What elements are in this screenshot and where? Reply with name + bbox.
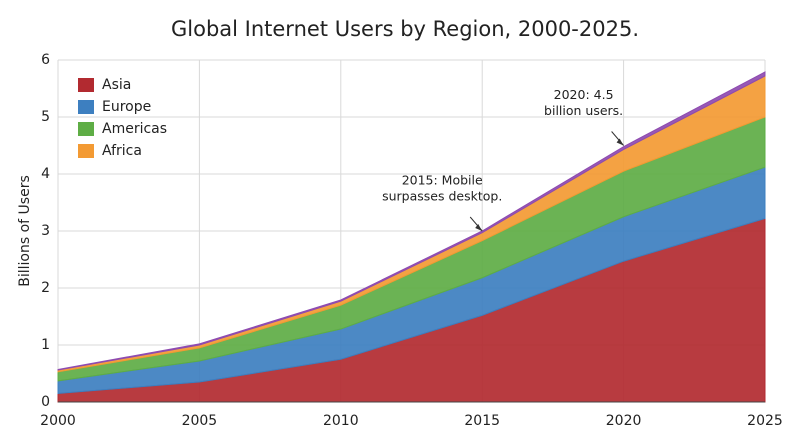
x-tick-label: 2010	[323, 413, 359, 429]
annotation: billion users.	[544, 103, 623, 118]
y-axis-label: Billions of Users	[17, 175, 33, 287]
x-tick-label: 2025	[747, 413, 783, 429]
annotation: 2015: Mobile	[402, 173, 483, 188]
y-tick-label: 4	[41, 166, 50, 182]
legend-swatch	[78, 122, 94, 136]
legend-swatch	[78, 144, 94, 158]
x-tick-label: 2020	[606, 413, 642, 429]
legend-label: Americas	[102, 121, 167, 137]
y-tick-label: 2	[41, 280, 50, 296]
y-tick-label: 1	[41, 337, 50, 353]
y-tick-label: 5	[41, 109, 50, 125]
arrow-head	[475, 224, 483, 231]
x-tick-label: 2000	[40, 413, 76, 429]
x-tick-label: 2005	[182, 413, 218, 429]
annotation: 2020: 4.5	[554, 87, 614, 102]
area	[57, 71, 766, 371]
y-tick-label: 3	[41, 223, 50, 239]
legend-label: Asia	[102, 77, 131, 93]
annotation: surpasses desktop.	[382, 189, 502, 204]
x-tick-label: 2015	[464, 413, 500, 429]
y-tick-label: 6	[41, 52, 50, 68]
legend-label: Africa	[102, 143, 142, 159]
legend-swatch	[78, 100, 94, 114]
legend-label: Europe	[102, 99, 151, 115]
chart-title: Global Internet Users by Region, 2000-20…	[171, 17, 639, 41]
arrow-head	[616, 138, 624, 146]
legend-swatch	[78, 78, 94, 92]
y-tick-label: 0	[41, 394, 50, 410]
